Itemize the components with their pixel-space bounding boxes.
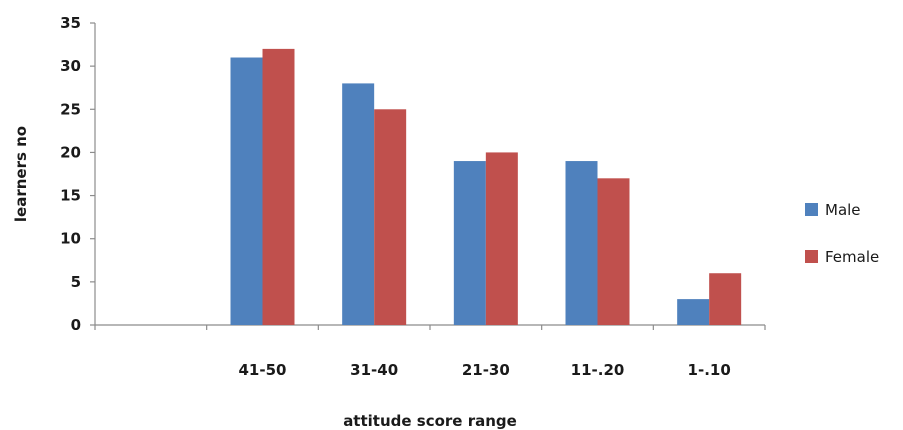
y-tick-label: 15: [60, 187, 81, 205]
y-tick-label: 35: [60, 14, 81, 32]
legend: Male Female: [805, 201, 879, 266]
y-axis-title: learners no: [12, 126, 30, 222]
legend-swatch-female: [805, 250, 818, 263]
y-axis: 0 5 10 15 20 25 30 35: [60, 14, 95, 334]
bar-male-1-.10: [677, 299, 710, 325]
x-tick-label: 21-30: [462, 361, 510, 379]
legend-label-female: Female: [825, 248, 879, 266]
bar-female-1-.10: [709, 273, 742, 325]
bar-male-31-40: [342, 83, 375, 326]
x-tick-label: 11-.20: [571, 361, 625, 379]
bar-female-21-30: [485, 152, 518, 325]
x-axis-ticks: 41-50 31-40 21-30 11-.20 1-.10: [94, 325, 766, 379]
x-tick-label: 31-40: [350, 361, 398, 379]
y-tick-label: 20: [60, 143, 81, 161]
y-tick-label: 25: [60, 100, 81, 118]
x-tick-label: 1-.10: [688, 361, 731, 379]
y-tick-label: 10: [60, 230, 81, 248]
bar-female-11-.20: [597, 178, 630, 325]
bar-male-41-50: [230, 57, 263, 326]
legend-label-male: Male: [825, 201, 861, 219]
bar-female-41-50: [262, 48, 295, 326]
x-tick-label: 41-50: [239, 361, 287, 379]
bar-female-31-40: [374, 109, 407, 326]
bar-male-11-.20: [565, 161, 598, 325]
legend-swatch-male: [805, 203, 818, 216]
x-axis-title: attitude score range: [343, 412, 517, 430]
bar-male-21-30: [453, 161, 486, 325]
y-tick-label: 5: [71, 273, 81, 291]
y-tick-label: 30: [60, 57, 81, 75]
y-tick-label: 0: [71, 316, 81, 334]
bars: [230, 48, 742, 326]
